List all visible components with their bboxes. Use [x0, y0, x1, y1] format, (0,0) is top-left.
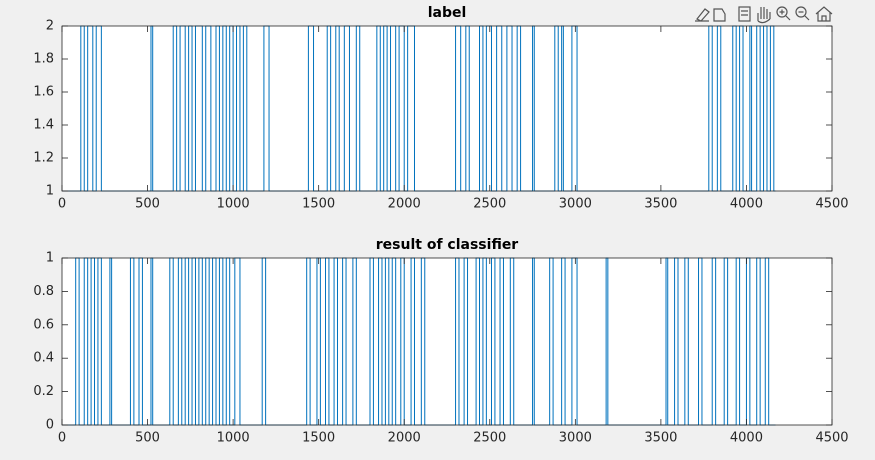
x-tick-label: 2000	[388, 431, 421, 446]
colorbar-tool[interactable]	[738, 6, 751, 22]
x-tick-label: 1500	[302, 197, 335, 212]
x-tick-label: 1000	[217, 431, 250, 446]
x-tick-label: 1000	[217, 197, 250, 212]
pan-tool[interactable]	[757, 7, 771, 24]
x-tick-label: 3500	[644, 197, 677, 212]
y-tick-label: 0.8	[33, 284, 54, 299]
x-tick-label: 0	[58, 197, 66, 212]
axes-title: result of classifier	[376, 237, 519, 253]
x-tick-label: 3000	[559, 431, 592, 446]
x-tick-label: 4500	[815, 431, 848, 446]
x-tick-label: 4000	[730, 197, 763, 212]
home-tool[interactable]	[815, 6, 833, 22]
y-tick-label: 0.2	[33, 384, 54, 399]
x-tick-label: 2500	[473, 197, 506, 212]
x-tick-label: 4000	[730, 431, 763, 446]
y-tick-label: 1	[46, 184, 54, 199]
axes-box	[61, 25, 833, 192]
data-tip-tool[interactable]	[713, 8, 726, 22]
x-tick-label: 2500	[473, 431, 506, 446]
x-tick-label: 500	[135, 431, 160, 446]
y-tick-label: 1	[46, 251, 54, 266]
x-tick-label: 500	[135, 197, 160, 212]
axes-background	[62, 26, 832, 191]
x-tick-label: 2000	[388, 197, 421, 212]
x-tick-label: 3500	[644, 431, 677, 446]
zoom-in-tool[interactable]	[776, 6, 791, 21]
axes-background	[62, 258, 832, 425]
axes-box	[61, 257, 833, 426]
toolbar	[695, 6, 833, 24]
brush-tool[interactable]	[695, 8, 710, 22]
y-tick-label: 1.8	[33, 52, 54, 67]
x-tick-label: 0	[58, 431, 66, 446]
y-tick-label: 1.2	[33, 151, 54, 166]
y-tick-label: 0.6	[33, 317, 54, 332]
x-tick-label: 3000	[559, 197, 592, 212]
axes-title: label	[428, 5, 467, 21]
y-tick-label: 0.4	[33, 351, 54, 366]
zoom-out-tool[interactable]	[795, 6, 810, 21]
x-tick-label: 4500	[815, 197, 848, 212]
y-tick-label: 0	[46, 418, 54, 433]
y-tick-label: 2	[46, 19, 54, 34]
y-tick-label: 1.4	[33, 118, 54, 133]
x-tick-label: 1500	[302, 431, 335, 446]
y-tick-label: 1.6	[33, 85, 54, 100]
